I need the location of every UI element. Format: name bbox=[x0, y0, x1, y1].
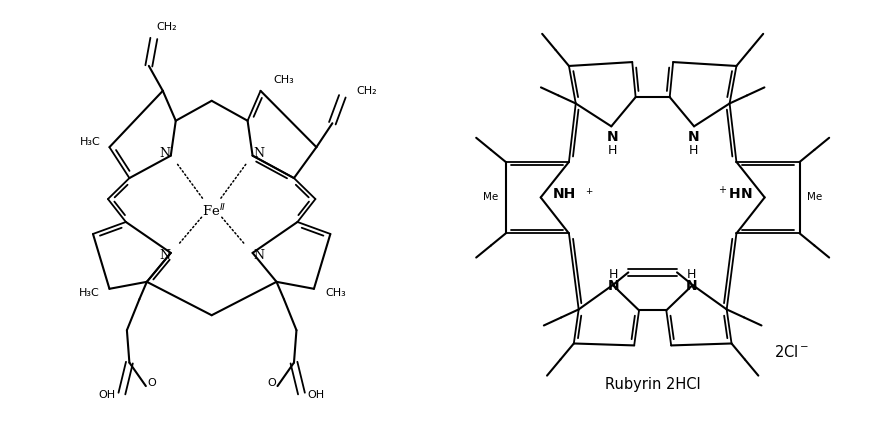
Text: Rubyrin 2HCl: Rubyrin 2HCl bbox=[605, 377, 700, 392]
Text: O: O bbox=[147, 377, 156, 388]
Text: Me: Me bbox=[807, 192, 822, 201]
Text: H: H bbox=[609, 268, 618, 281]
Text: OH: OH bbox=[308, 389, 325, 400]
Text: CH₃: CH₃ bbox=[325, 288, 346, 298]
Text: N: N bbox=[160, 147, 170, 160]
Text: N: N bbox=[253, 249, 264, 262]
Text: N: N bbox=[608, 279, 619, 293]
Text: N: N bbox=[253, 147, 264, 160]
Text: N: N bbox=[687, 130, 699, 144]
Text: H: H bbox=[689, 144, 698, 157]
Text: Me: Me bbox=[483, 192, 498, 201]
Text: OH: OH bbox=[99, 389, 116, 400]
Text: CH₃: CH₃ bbox=[273, 75, 294, 85]
Text: CH₂: CH₂ bbox=[356, 86, 377, 96]
Text: $^+$HN: $^+$HN bbox=[716, 185, 752, 202]
Text: 2Cl$^-$: 2Cl$^-$ bbox=[774, 344, 809, 360]
Text: H: H bbox=[608, 144, 617, 157]
Text: CH₂: CH₂ bbox=[156, 23, 176, 32]
Text: H₃C: H₃C bbox=[78, 288, 100, 298]
Text: Fe$^{II}$: Fe$^{II}$ bbox=[202, 202, 227, 219]
Text: H: H bbox=[687, 268, 696, 281]
Text: $^+$: $^+$ bbox=[584, 187, 594, 200]
Text: N: N bbox=[607, 130, 618, 144]
Text: NH: NH bbox=[553, 187, 576, 201]
Text: H₃C: H₃C bbox=[79, 137, 101, 147]
Text: N: N bbox=[160, 249, 170, 262]
Text: N: N bbox=[686, 279, 698, 293]
Text: O: O bbox=[267, 377, 276, 388]
